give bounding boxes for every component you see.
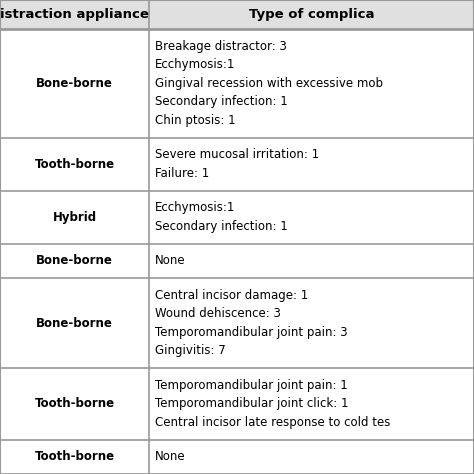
Bar — [0, 0, 474, 29]
Text: Failure: 1: Failure: 1 — [155, 167, 209, 180]
Text: Hybrid: Hybrid — [53, 210, 97, 224]
Text: Wound dehiscence: 3: Wound dehiscence: 3 — [155, 307, 281, 320]
Text: None: None — [155, 255, 185, 267]
Text: Gingival recession with excessive mob: Gingival recession with excessive mob — [155, 77, 383, 90]
Text: Temporomandibular joint pain: 3: Temporomandibular joint pain: 3 — [155, 326, 347, 339]
Text: Tooth-borne: Tooth-borne — [35, 450, 115, 463]
Text: Bone-borne: Bone-borne — [36, 317, 113, 329]
Text: Tooth-borne: Tooth-borne — [35, 397, 115, 410]
Text: Severe mucosal irritation: 1: Severe mucosal irritation: 1 — [155, 148, 319, 162]
Text: Central incisor damage: 1: Central incisor damage: 1 — [155, 289, 308, 302]
Text: Tooth-borne: Tooth-borne — [35, 158, 115, 171]
Text: Temporomandibular joint pain: 1: Temporomandibular joint pain: 1 — [155, 379, 347, 392]
Text: Ecchymosis:1: Ecchymosis:1 — [155, 201, 235, 214]
Text: Secondary infection: 1: Secondary infection: 1 — [155, 95, 288, 109]
Text: Secondary infection: 1: Secondary infection: 1 — [155, 220, 288, 233]
Text: None: None — [155, 450, 185, 463]
Text: Ecchymosis:1: Ecchymosis:1 — [155, 58, 235, 72]
Text: Gingivitis: 7: Gingivitis: 7 — [155, 345, 226, 357]
Text: Breakage distractor: 3: Breakage distractor: 3 — [155, 40, 287, 53]
Text: Bone-borne: Bone-borne — [36, 255, 113, 267]
Text: Central incisor late response to cold tes: Central incisor late response to cold te… — [155, 416, 390, 429]
Text: Temporomandibular joint click: 1: Temporomandibular joint click: 1 — [155, 397, 348, 410]
Text: Type of complica: Type of complica — [249, 8, 374, 21]
Text: istraction appliance: istraction appliance — [0, 8, 149, 21]
Text: Bone-borne: Bone-borne — [36, 77, 113, 90]
Text: Chin ptosis: 1: Chin ptosis: 1 — [155, 114, 236, 127]
